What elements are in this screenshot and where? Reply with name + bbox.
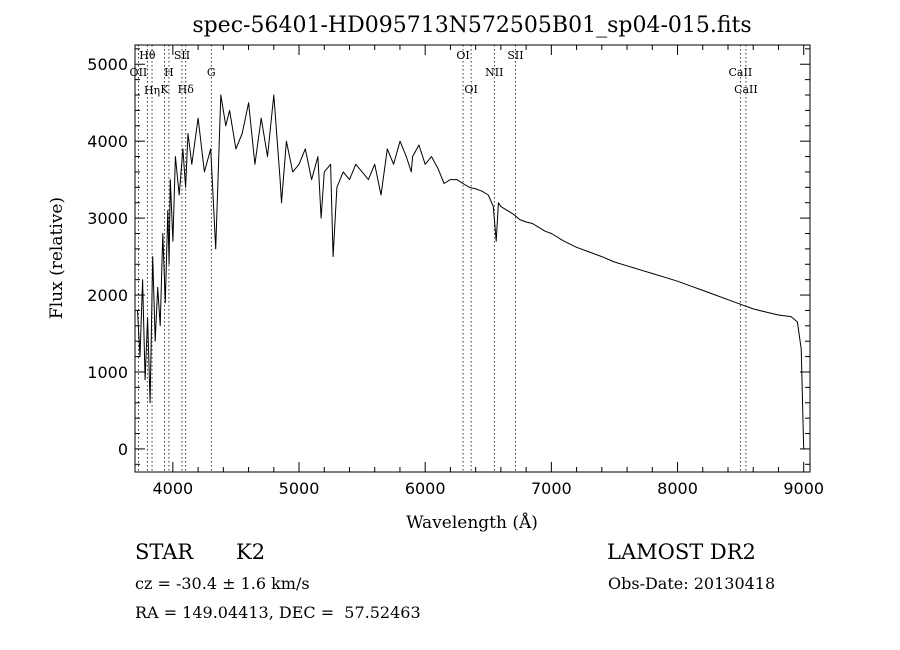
plot-frame	[134, 44, 811, 473]
spectral-line-label: CaII	[734, 83, 758, 96]
obs-date: Obs-Date: 20130418	[608, 574, 776, 593]
y-tick-label: 2000	[87, 286, 128, 305]
y-tick-label: 0	[118, 440, 128, 459]
coordinates: RA = 149.04413, DEC = 57.52463	[135, 603, 421, 622]
spectral-line-label: SII	[507, 49, 523, 62]
spectral-line-label: NII	[485, 66, 503, 79]
survey-name: LAMOST DR2	[607, 540, 756, 564]
object-class: STAR	[135, 540, 194, 564]
y-tick-label: 4000	[87, 132, 128, 151]
y-tick-label: 3000	[87, 209, 128, 228]
spectral-line-label: CaII	[729, 66, 753, 79]
spectral-line-label: Hθ	[139, 49, 156, 62]
x-axis-label: Wavelength (Å)	[406, 512, 538, 533]
spectral-line-label: Hη	[144, 84, 160, 97]
spectral-line-label: OI	[456, 49, 469, 62]
x-tick-label: 7000	[531, 479, 572, 498]
spectral-line-label: OII	[130, 66, 148, 79]
spectrum-line	[137, 94, 805, 449]
object-subclass: K2	[236, 540, 266, 564]
spectral-line-label: K	[160, 83, 169, 96]
spectral-line-label: Hδ	[178, 83, 195, 96]
y-tick-label: 5000	[87, 55, 128, 74]
spectral-line-label: G	[207, 66, 216, 79]
spectral-line-label: SII	[174, 49, 190, 62]
chart-title: spec-56401-HD095713N572505B01_sp04-015.f…	[192, 13, 751, 38]
spectral-line-label: H	[164, 66, 174, 79]
spectral-line-label: OI	[464, 83, 477, 96]
x-tick-label: 5000	[279, 479, 320, 498]
x-tick-label: 6000	[405, 479, 446, 498]
redshift-value: cz = -30.4 ± 1.6 km/s	[135, 574, 310, 593]
x-tick-label: 8000	[657, 479, 698, 498]
y-axis-label: Flux (relative)	[47, 197, 67, 319]
x-tick-label: 4000	[152, 479, 193, 498]
y-tick-label: 1000	[87, 363, 128, 382]
x-tick-label: 9000	[783, 479, 824, 498]
